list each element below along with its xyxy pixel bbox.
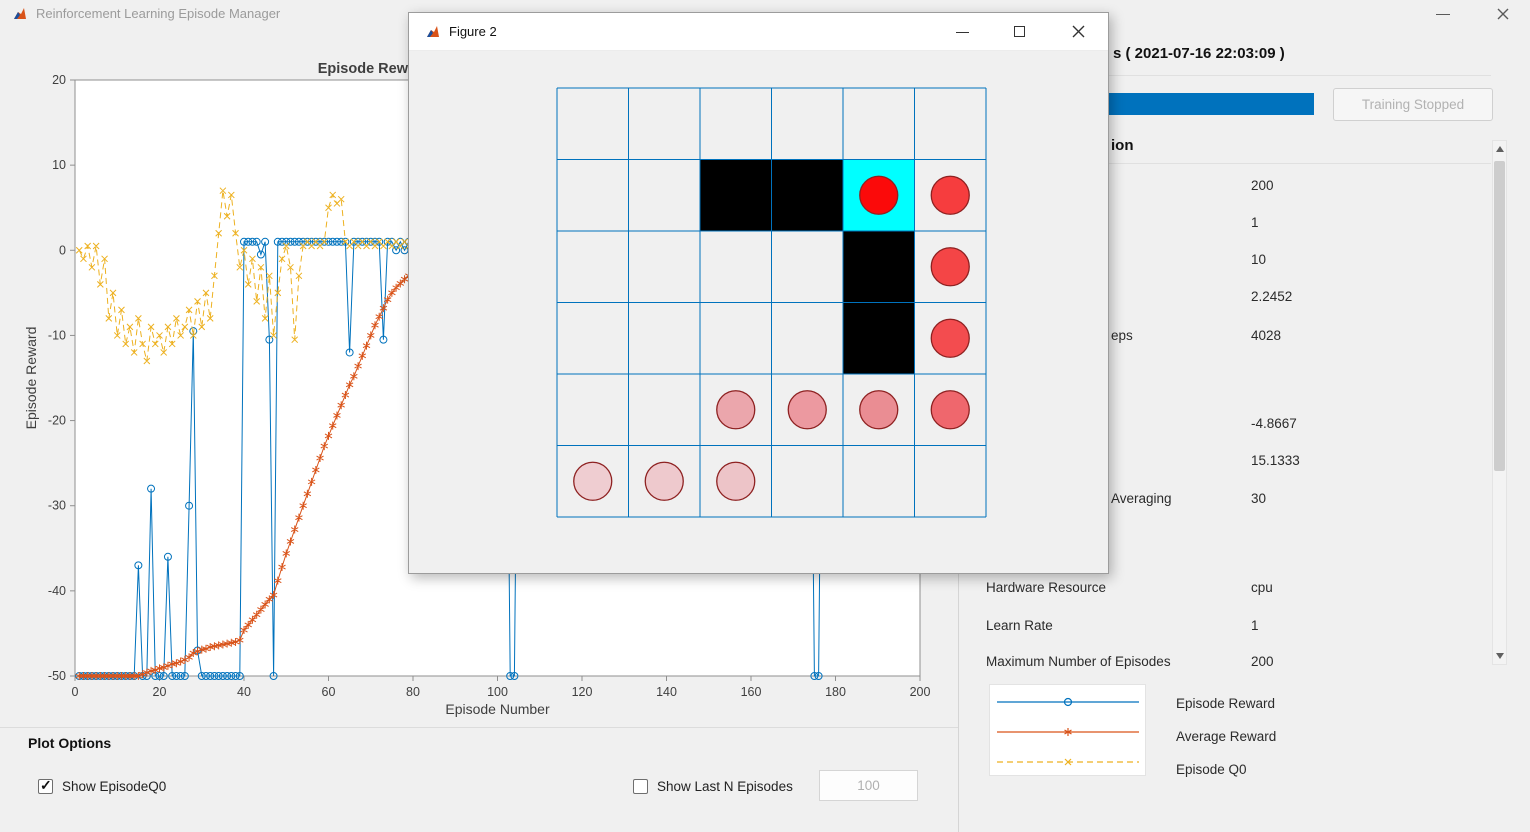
matlab-figure-icon	[425, 24, 441, 40]
svg-text:140: 140	[656, 685, 677, 699]
table-row: 2.2452	[959, 289, 1489, 307]
svg-text:-40: -40	[48, 584, 66, 598]
table-row: 1	[959, 215, 1489, 233]
legend-sample-1	[997, 728, 1139, 736]
svg-text:-50: -50	[48, 669, 66, 683]
svg-text:40: 40	[237, 685, 251, 699]
svg-text:Episode Number: Episode Number	[445, 701, 550, 717]
figure-window: Figure 2	[408, 12, 1109, 574]
svg-text:-30: -30	[48, 499, 66, 513]
scrollbar-thumb[interactable]	[1494, 161, 1505, 471]
figure-title: Figure 2	[449, 24, 497, 39]
legend-sample-0	[997, 697, 1139, 707]
svg-text:20: 20	[153, 685, 167, 699]
figure-titlebar[interactable]: Figure 2	[409, 13, 1108, 51]
svg-text:60: 60	[322, 685, 336, 699]
svg-text:160: 160	[741, 685, 762, 699]
row-value: 10	[1251, 252, 1267, 267]
legend-label-episode-q0: Episode Q0	[1176, 762, 1247, 777]
row-label: Learn Rate	[986, 618, 1053, 633]
row-label: Maximum Number of Episodes	[986, 654, 1171, 669]
chart-legend	[989, 684, 1146, 776]
row-value: 15.1333	[1251, 453, 1300, 468]
figure-close-icon[interactable]	[1056, 13, 1100, 51]
scroll-up-icon[interactable]	[1496, 146, 1504, 152]
svg-text:200: 200	[910, 685, 931, 699]
row-value: 2.2452	[1251, 289, 1293, 304]
table-row: Learn Rate 1	[959, 618, 1489, 636]
row-value: 1	[1251, 215, 1259, 230]
legend-label-episode-reward: Episode Reward	[1176, 696, 1276, 711]
scroll-down-icon[interactable]	[1496, 653, 1504, 659]
svg-text:10: 10	[52, 158, 66, 172]
window-title: Reinforcement Learning Episode Manager	[36, 6, 281, 21]
close-x-glyph	[1497, 8, 1509, 20]
show-episodeq0-label: Show EpisodeQ0	[62, 779, 167, 794]
plot-options-divider	[0, 727, 958, 728]
row-value: 200	[1251, 178, 1274, 193]
show-last-n-checkbox[interactable]	[633, 779, 648, 794]
chart-title: Episode Rew	[317, 61, 408, 77]
last-n-input[interactable]	[819, 770, 918, 801]
show-episodeq0-checkbox[interactable]	[38, 777, 53, 794]
table-row: 15.1333	[959, 453, 1489, 471]
svg-text:80: 80	[406, 685, 420, 699]
svg-text:0: 0	[72, 685, 79, 699]
show-last-n-label: Show Last N Episodes	[657, 779, 793, 794]
svg-text:-20: -20	[48, 414, 66, 428]
legend-sample-2	[997, 758, 1139, 766]
panel-divider	[986, 75, 1491, 76]
svg-text:20: 20	[52, 73, 66, 87]
row-label: Hardware Resource	[986, 580, 1107, 595]
episode-information-header: ion	[1111, 137, 1134, 154]
svg-text:180: 180	[825, 685, 846, 699]
row-value: 30	[1251, 491, 1267, 506]
row-value: 200	[1251, 654, 1274, 669]
gridworld-canvas	[556, 87, 987, 518]
figure-close-x-glyph	[1072, 25, 1085, 38]
row-value: 4028	[1251, 328, 1282, 343]
panel-scrollbar[interactable]	[1492, 140, 1507, 665]
table-row: 10	[959, 252, 1489, 270]
figure-minimize-icon[interactable]	[940, 13, 984, 51]
table-row: Maximum Number of Episodes 200	[959, 654, 1489, 672]
svg-text:-10: -10	[48, 328, 66, 342]
section-divider	[986, 163, 1491, 164]
close-icon[interactable]	[1486, 0, 1520, 28]
svg-text:100: 100	[487, 685, 508, 699]
table-row: Hardware Resource cpu	[959, 580, 1489, 598]
plot-options-heading: Plot Options	[28, 735, 112, 751]
training-results-header: s ( 2021-07-16 22:03:09 )	[1113, 45, 1285, 62]
figure-maximize-icon[interactable]	[998, 13, 1042, 51]
table-row: Averaging 30	[959, 491, 1489, 509]
svg-text:120: 120	[572, 685, 593, 699]
row-label: Averaging	[1111, 491, 1172, 506]
table-row: eps 4028	[959, 328, 1489, 346]
table-row: -4.8667	[959, 416, 1489, 434]
training-stopped-button[interactable]: Training Stopped	[1333, 88, 1493, 121]
svg-text:0: 0	[59, 243, 66, 257]
svg-text:Episode Reward: Episode Reward	[23, 327, 39, 430]
legend-label-average-reward: Average Reward	[1176, 729, 1277, 744]
minimize-icon[interactable]	[1426, 0, 1460, 28]
table-row: 200	[959, 178, 1489, 196]
row-value: -4.8667	[1251, 416, 1297, 431]
row-value: 1	[1251, 618, 1259, 633]
row-label: eps	[1111, 328, 1133, 343]
row-value: cpu	[1251, 580, 1273, 595]
matlab-app-icon	[14, 8, 26, 19]
